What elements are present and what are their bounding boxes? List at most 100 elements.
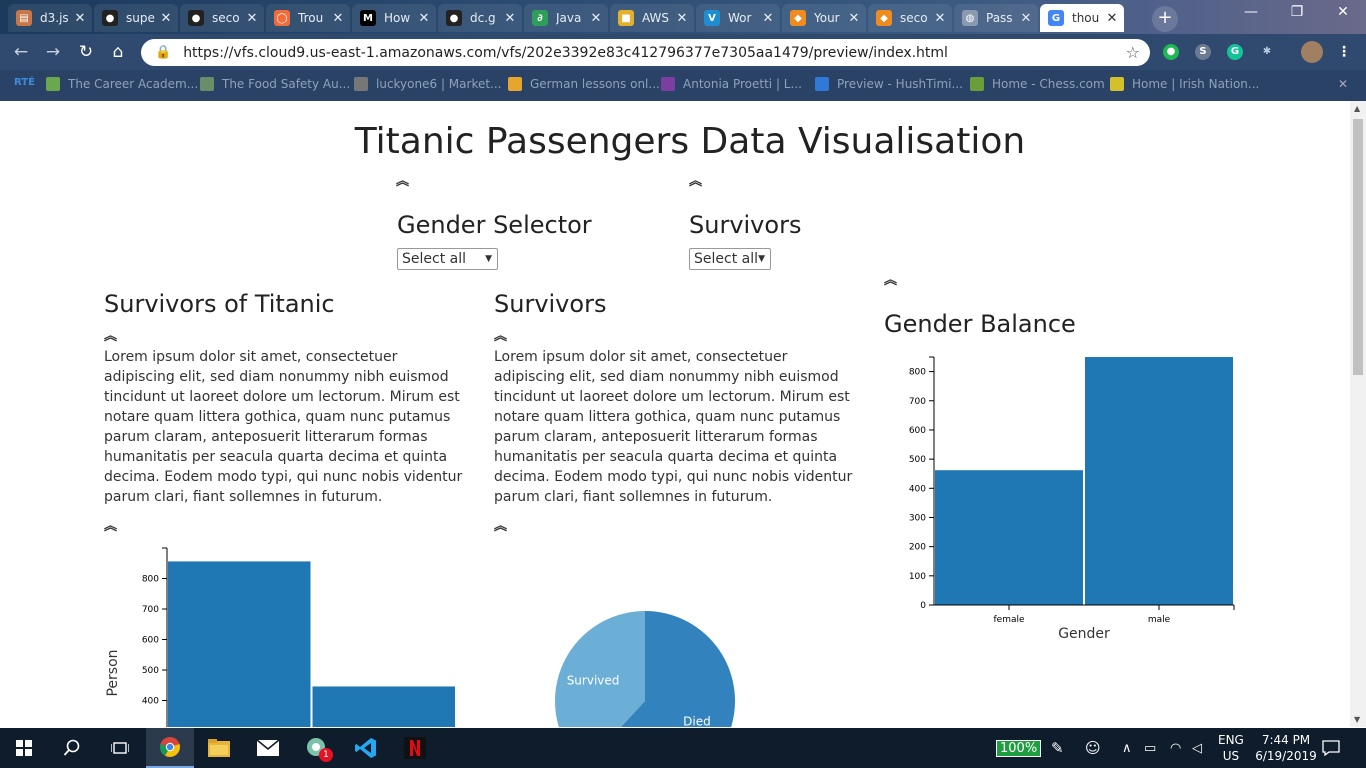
collapse-chevron-icon[interactable]: ︽	[104, 519, 117, 534]
chrome-taskbar-icon[interactable]	[146, 728, 194, 768]
browser-tab[interactable]: ■ AWS ✕	[610, 4, 694, 32]
close-tab-icon[interactable]: ✕	[676, 10, 688, 26]
browser-tab[interactable]: ● seco ✕	[180, 4, 264, 32]
scroll-up-icon[interactable]: ▲	[1354, 104, 1361, 113]
scrollbar-thumb[interactable]	[1353, 119, 1363, 375]
task-view-icon[interactable]	[96, 728, 144, 768]
browser-tab-title: d3.js	[40, 11, 69, 25]
bookmark-favicon-icon	[661, 77, 675, 91]
gender-select[interactable]: Select all ▼	[397, 248, 498, 270]
bar-died	[168, 561, 311, 727]
notification-badge: 1	[319, 748, 333, 762]
collapse-chevron-icon[interactable]: ︽	[396, 174, 409, 189]
close-tab-icon[interactable]: ✕	[246, 10, 258, 26]
menu-kebab-icon[interactable]: ⋮	[1337, 44, 1351, 60]
close-window-button[interactable]: ✕	[1337, 4, 1349, 20]
bookmark-label: German lessons onl...	[530, 77, 660, 91]
dropdown-arrow-icon: ▼	[485, 254, 492, 264]
y-tick-label: 500	[909, 455, 926, 465]
bookmark-item[interactable]: Home - Chess.com	[970, 77, 1105, 91]
home-icon[interactable]: ⌂	[112, 42, 124, 62]
extension-s-icon[interactable]: S	[1195, 44, 1211, 60]
address-bar[interactable]: 🔒 https://vfs.cloud9.us-east-1.amazonaws…	[141, 39, 1150, 66]
bookmark-favicon-icon	[815, 77, 829, 91]
survivors-select[interactable]: Select all ▼	[689, 248, 771, 270]
bookmark-item[interactable]: luckyone6 | Market...	[354, 77, 502, 91]
vscode-icon[interactable]	[342, 728, 390, 768]
scroll-down-icon[interactable]: ▼	[1354, 715, 1361, 724]
collapse-chevron-icon[interactable]: ︽	[689, 174, 702, 189]
collapse-chevron-icon[interactable]: ︽	[494, 519, 507, 534]
bookmark-item[interactable]: Home | Irish Nation...	[1110, 77, 1259, 91]
bookmark-item[interactable]: The Food Safety Au...	[200, 77, 350, 91]
language-indicator[interactable]: ENG US	[1218, 728, 1244, 768]
close-tab-icon[interactable]: ✕	[160, 10, 172, 26]
close-tab-icon[interactable]: ✕	[1106, 10, 1118, 26]
reload-icon[interactable]: ↻	[78, 42, 94, 62]
browser-tab[interactable]: ▤ d3.js ✕	[8, 4, 92, 32]
volume-icon[interactable]: ◁	[1192, 740, 1202, 756]
people-icon[interactable]: ☺	[1085, 739, 1101, 757]
browser-tab[interactable]: ◍ Pass ✕	[954, 4, 1038, 32]
bookmark-item[interactable]: Preview - HushTimi...	[815, 77, 963, 91]
browser-tab[interactable]: ● supe ✕	[94, 4, 178, 32]
page-scrollbar[interactable]: ▲ ▼	[1350, 101, 1366, 727]
minimize-window-button[interactable]: —	[1244, 4, 1258, 20]
browser-tab[interactable]: ● dc.g ✕	[438, 4, 522, 32]
close-tab-icon[interactable]: ✕	[590, 10, 602, 26]
close-tab-icon[interactable]: ✕	[934, 10, 946, 26]
bookmark-item[interactable]: German lessons onl...	[508, 77, 660, 91]
browser-tab[interactable]: ◯ Trou ✕	[266, 4, 350, 32]
y-tick-label: 700	[909, 397, 926, 407]
close-tab-icon[interactable]: ✕	[418, 10, 430, 26]
browser-tab[interactable]: M How ✕	[352, 4, 436, 32]
bookmark-item[interactable]: The Career Academ...	[46, 77, 198, 91]
power-icon[interactable]: ▭	[1144, 740, 1157, 756]
profile-avatar[interactable]	[1301, 41, 1323, 63]
windows-start-icon[interactable]	[0, 728, 48, 768]
close-tab-icon[interactable]: ✕	[848, 10, 860, 26]
bookmarks-close-icon[interactable]: ✕	[1338, 77, 1349, 91]
browser-tab[interactable]: V Wor ✕	[696, 4, 780, 32]
browser-tab[interactable]: ∂ Java ✕	[524, 4, 608, 32]
back-arrow-icon[interactable]: ←	[13, 42, 29, 62]
collapse-chevron-icon[interactable]: ︽	[104, 329, 117, 344]
pen-icon[interactable]: ✎	[1051, 739, 1064, 757]
restore-window-button[interactable]: ❐	[1290, 4, 1304, 20]
collapse-chevron-icon[interactable]: ︽	[884, 273, 897, 288]
close-tab-icon[interactable]: ✕	[1020, 10, 1032, 26]
wifi-icon[interactable]: ◠	[1170, 740, 1182, 756]
bookmark-item[interactable]: RTÉ	[14, 77, 35, 88]
extension-snowflake-icon[interactable]: ✱	[1262, 46, 1272, 57]
gender-select-value: Select all	[402, 251, 466, 267]
browser-tab[interactable]: ◆ seco ✕	[868, 4, 952, 32]
y-tick-label: 400	[909, 484, 926, 494]
search-icon[interactable]	[48, 728, 96, 768]
close-tab-icon[interactable]: ✕	[504, 10, 516, 26]
bookmark-star-icon[interactable]: ☆	[1125, 43, 1140, 62]
panel2-description: Lorem ipsum dolor sit amet, consectetuer…	[494, 349, 853, 505]
bookmark-item[interactable]: Antonia Proetti | L...	[661, 77, 802, 91]
survivors-pie-chart: Died Survived	[555, 611, 735, 727]
new-tab-button[interactable]: +	[1152, 6, 1178, 32]
close-tab-icon[interactable]: ✕	[74, 10, 86, 26]
extension-green-icon[interactable]: ●	[1163, 44, 1179, 60]
file-explorer-icon[interactable]	[195, 728, 243, 768]
browser-tab[interactable]: ◆ Your ✕	[782, 4, 866, 32]
close-tab-icon[interactable]: ✕	[762, 10, 774, 26]
clock[interactable]: 7:44 PM 6/19/2019	[1254, 728, 1318, 768]
netflix-icon[interactable]	[391, 728, 439, 768]
y-tick-label: 600	[142, 636, 159, 646]
y-tick-label: 0	[920, 601, 926, 611]
app-badge-icon[interactable]: 1	[293, 728, 341, 768]
chevron-up-icon[interactable]: ∧	[1122, 740, 1132, 756]
close-tab-icon[interactable]: ✕	[332, 10, 344, 26]
panel1-description: Lorem ipsum dolor sit amet, consectetuer…	[104, 349, 463, 505]
action-center-icon[interactable]	[1322, 728, 1340, 768]
battery-indicator[interactable]: 100%	[996, 728, 1042, 768]
forward-arrow-icon[interactable]: →	[45, 42, 61, 62]
grammarly-icon[interactable]: G	[1227, 44, 1243, 60]
mail-icon[interactable]	[244, 728, 292, 768]
collapse-chevron-icon[interactable]: ︽	[494, 329, 507, 344]
